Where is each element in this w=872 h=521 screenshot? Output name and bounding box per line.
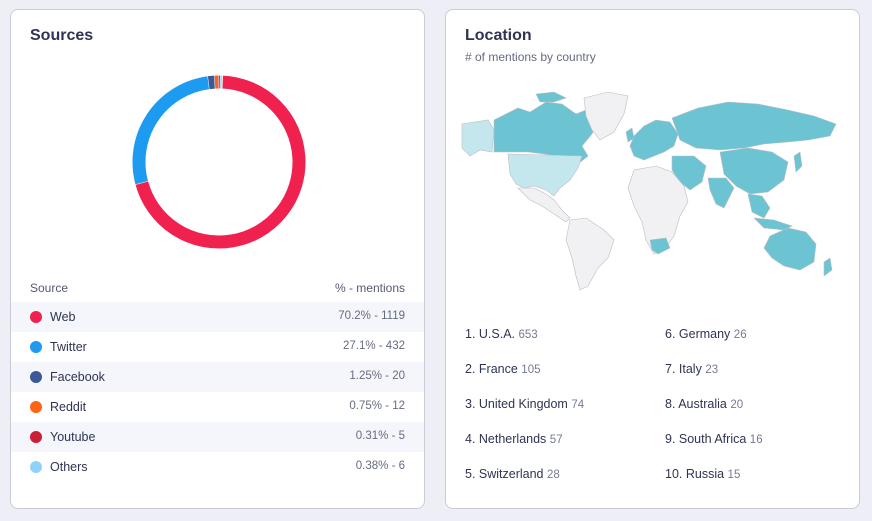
country-count: 28	[547, 469, 560, 481]
source-row-twitter: Twitter 27.1% - 432	[11, 332, 424, 362]
country-count: 653	[518, 329, 538, 341]
source-row-facebook: Facebook 1.25% - 20	[11, 362, 424, 392]
source-label: Youtube	[50, 430, 96, 444]
country-count: 20	[730, 399, 744, 411]
country-label: 7. Italy	[665, 362, 702, 376]
country-item: 7. Italy 23	[665, 362, 718, 376]
country-count: 74	[571, 399, 585, 411]
map-africa	[627, 165, 689, 255]
source-label: Web	[50, 310, 76, 324]
donut-slice-facebook	[207, 75, 216, 90]
map-russia	[671, 101, 837, 151]
country-label: 10. Russia	[665, 467, 725, 481]
map-usa	[507, 153, 583, 197]
donut-slice-web	[135, 75, 306, 249]
country-item: 5. Switzerland 28	[465, 467, 560, 481]
map-europe	[629, 119, 679, 161]
source-value: 1.25% - 20	[349, 370, 405, 382]
map-south-africa	[649, 237, 671, 255]
donut-slice-twitter	[132, 76, 210, 185]
country-item: 9. South Africa 16	[665, 432, 763, 446]
source-value: 0.75% - 12	[349, 400, 405, 412]
country-item: 10. Russia 15	[665, 467, 740, 481]
source-label: Twitter	[50, 340, 87, 354]
country-label: 4. Netherlands	[465, 432, 547, 446]
map-uk	[625, 127, 635, 143]
donut-gap	[221, 74, 223, 90]
map-south-america	[565, 217, 615, 291]
source-value: 70.2% - 1119	[338, 310, 405, 322]
country-item: 2. France 105	[465, 362, 540, 376]
country-label: 6. Germany	[665, 327, 731, 341]
header-metric: % - mentions	[334, 281, 405, 295]
source-label: Others	[50, 460, 88, 474]
map-japan	[793, 151, 803, 173]
country-label: 1. U.S.A.	[465, 327, 516, 341]
youtube-dot-icon	[30, 431, 42, 443]
country-count: 105	[521, 364, 541, 376]
facebook-dot-icon	[30, 371, 42, 383]
country-label: 5. Switzerland	[465, 467, 544, 481]
country-count: 16	[749, 434, 763, 446]
sources-list: Web 70.2% - 1119 Twitter 27.1% - 432 Fac…	[11, 302, 424, 482]
sources-title: Sources	[30, 27, 94, 44]
country-count: 26	[733, 329, 747, 341]
source-value: 0.31% - 5	[355, 430, 405, 442]
country-label: 8. Australia	[665, 397, 727, 411]
map-arctic-islands	[535, 91, 567, 103]
header-source: Source	[30, 281, 69, 295]
others-dot-icon	[30, 461, 42, 473]
map-australia	[763, 227, 817, 271]
source-row-others: Others 0.38% - 6	[11, 452, 424, 482]
reddit-dot-icon	[30, 401, 42, 413]
source-row-youtube: Youtube 0.31% - 5	[11, 422, 424, 452]
map-alaska	[461, 119, 495, 157]
location-subtitle: # of mentions by country	[465, 50, 596, 64]
source-row-reddit: Reddit 0.75% - 12	[11, 392, 424, 422]
source-value: 27.1% - 432	[342, 340, 405, 352]
country-label: 9. South Africa	[665, 432, 747, 446]
web-dot-icon	[30, 311, 42, 323]
country-label: 3. United Kingdom	[465, 397, 568, 411]
sources-donut-chart	[132, 74, 306, 249]
country-count: 23	[705, 364, 719, 376]
country-item: 3. United Kingdom 74	[465, 397, 584, 411]
donut-gap	[134, 180, 150, 186]
map-china	[719, 147, 789, 195]
sources-table-header: Source % - mentions	[11, 278, 424, 300]
country-count: 57	[549, 434, 563, 446]
country-item: 8. Australia 20	[665, 397, 743, 411]
map-mexico	[517, 187, 571, 223]
sources-card: Sources Source % - mentions Web 70.2% - …	[10, 9, 425, 509]
map-greenland	[583, 91, 629, 141]
twitter-dot-icon	[30, 341, 42, 353]
source-label: Facebook	[50, 370, 105, 384]
world-map	[461, 91, 837, 291]
source-label: Reddit	[50, 400, 87, 414]
country-label: 2. France	[465, 362, 518, 376]
location-title: Location	[465, 27, 532, 44]
country-count: 15	[727, 469, 741, 481]
map-india	[707, 177, 735, 209]
map-indonesia	[753, 217, 793, 231]
source-row-web: Web 70.2% - 1119	[11, 302, 424, 332]
map-new-zealand	[823, 257, 833, 277]
country-item: 6. Germany 26	[665, 327, 747, 341]
source-value: 0.38% - 6	[355, 460, 405, 472]
location-card: Location # of mentions by country 1.	[445, 9, 860, 509]
map-southeast-asia	[747, 193, 771, 219]
country-item: 1. U.S.A. 653	[465, 327, 538, 341]
country-item: 4. Netherlands 57	[465, 432, 563, 446]
